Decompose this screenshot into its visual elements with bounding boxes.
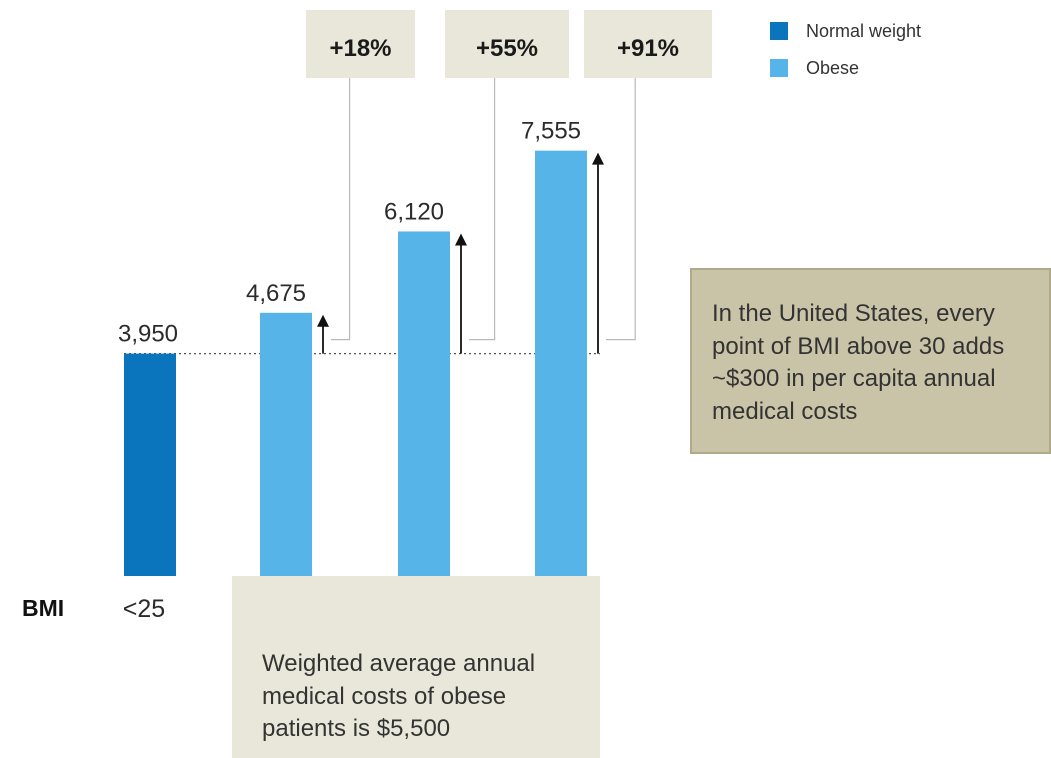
value-label-gt40: 7,555	[521, 118, 581, 145]
increase-arrows	[317, 152, 604, 354]
legend-label-normal-weight: Normal weight	[806, 21, 921, 41]
axis-title: BMI	[22, 595, 64, 621]
note-right: In the United States, every point of BMI…	[690, 268, 1051, 454]
percent-box-35-39	[445, 10, 569, 78]
percent-label-gt40: +91%	[617, 35, 679, 62]
legend-label-obese: Obese	[806, 58, 859, 78]
bar-gt40	[535, 150, 587, 576]
value-label-lt25: 3,950	[118, 321, 178, 348]
percent-box-30-34	[306, 10, 415, 78]
note-bottom: Weighted average annual medical costs of…	[232, 576, 600, 758]
category-label-lt25: <25	[123, 595, 165, 623]
bar-30-34	[260, 312, 312, 576]
percent-box-gt40	[584, 10, 712, 78]
value-label-30-34: 4,675	[246, 280, 306, 307]
legend: Normal weight Obese	[770, 21, 921, 78]
bars	[124, 150, 587, 576]
increase-arrowhead-35-39	[455, 233, 467, 246]
bar-35-39	[398, 231, 450, 576]
bar-lt25	[124, 353, 176, 576]
percent-labels: +18% +55% +91%	[329, 35, 679, 62]
connector-lines	[331, 78, 636, 341]
value-labels: 3,950 4,675 6,120 7,555	[118, 118, 581, 348]
connector-30-34	[331, 78, 351, 341]
legend-swatch-obese	[770, 59, 788, 77]
legend-swatch-normal-weight	[770, 22, 788, 40]
percent-label-30-34: +18%	[329, 35, 391, 62]
percent-label-35-39: +55%	[476, 35, 538, 62]
increase-arrowhead-gt40	[592, 152, 604, 165]
connector-gt40	[606, 78, 636, 341]
increase-arrowhead-30-34	[317, 314, 329, 327]
value-label-35-39: 6,120	[384, 198, 444, 225]
connector-35-39	[469, 78, 496, 341]
